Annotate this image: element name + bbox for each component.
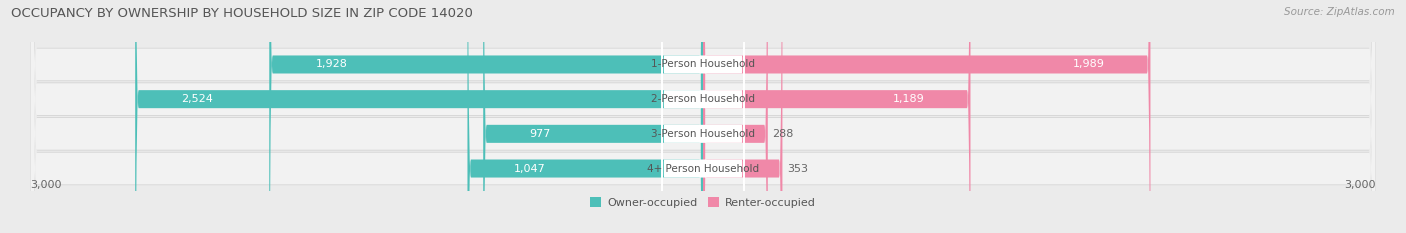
FancyBboxPatch shape bbox=[31, 0, 1375, 233]
Text: 2-Person Household: 2-Person Household bbox=[651, 94, 755, 104]
FancyBboxPatch shape bbox=[703, 0, 782, 233]
Text: 1,047: 1,047 bbox=[513, 164, 546, 174]
FancyBboxPatch shape bbox=[31, 0, 1375, 233]
Text: 3,000: 3,000 bbox=[1344, 180, 1375, 190]
Text: 3-Person Household: 3-Person Household bbox=[651, 129, 755, 139]
Text: 977: 977 bbox=[529, 129, 551, 139]
Text: Source: ZipAtlas.com: Source: ZipAtlas.com bbox=[1284, 7, 1395, 17]
Text: 1,189: 1,189 bbox=[893, 94, 924, 104]
Text: 1,989: 1,989 bbox=[1073, 59, 1104, 69]
Text: 3,000: 3,000 bbox=[31, 180, 62, 190]
Text: 1-Person Household: 1-Person Household bbox=[651, 59, 755, 69]
Legend: Owner-occupied, Renter-occupied: Owner-occupied, Renter-occupied bbox=[586, 193, 820, 212]
FancyBboxPatch shape bbox=[661, 0, 745, 233]
FancyBboxPatch shape bbox=[31, 0, 1375, 233]
FancyBboxPatch shape bbox=[31, 0, 1375, 233]
Text: 4+ Person Household: 4+ Person Household bbox=[647, 164, 759, 174]
Text: 2,524: 2,524 bbox=[181, 94, 214, 104]
FancyBboxPatch shape bbox=[703, 0, 970, 233]
Text: OCCUPANCY BY OWNERSHIP BY HOUSEHOLD SIZE IN ZIP CODE 14020: OCCUPANCY BY OWNERSHIP BY HOUSEHOLD SIZE… bbox=[11, 7, 474, 20]
FancyBboxPatch shape bbox=[31, 0, 1375, 233]
FancyBboxPatch shape bbox=[661, 0, 745, 233]
FancyBboxPatch shape bbox=[270, 0, 703, 233]
FancyBboxPatch shape bbox=[31, 0, 1375, 233]
FancyBboxPatch shape bbox=[661, 0, 745, 233]
FancyBboxPatch shape bbox=[703, 0, 1150, 233]
FancyBboxPatch shape bbox=[703, 0, 768, 233]
Text: 288: 288 bbox=[772, 129, 793, 139]
FancyBboxPatch shape bbox=[467, 0, 703, 233]
Text: 353: 353 bbox=[787, 164, 808, 174]
FancyBboxPatch shape bbox=[484, 0, 703, 233]
FancyBboxPatch shape bbox=[31, 0, 1375, 233]
Text: 1,928: 1,928 bbox=[315, 59, 347, 69]
FancyBboxPatch shape bbox=[135, 0, 703, 233]
FancyBboxPatch shape bbox=[661, 0, 745, 233]
FancyBboxPatch shape bbox=[31, 0, 1375, 233]
